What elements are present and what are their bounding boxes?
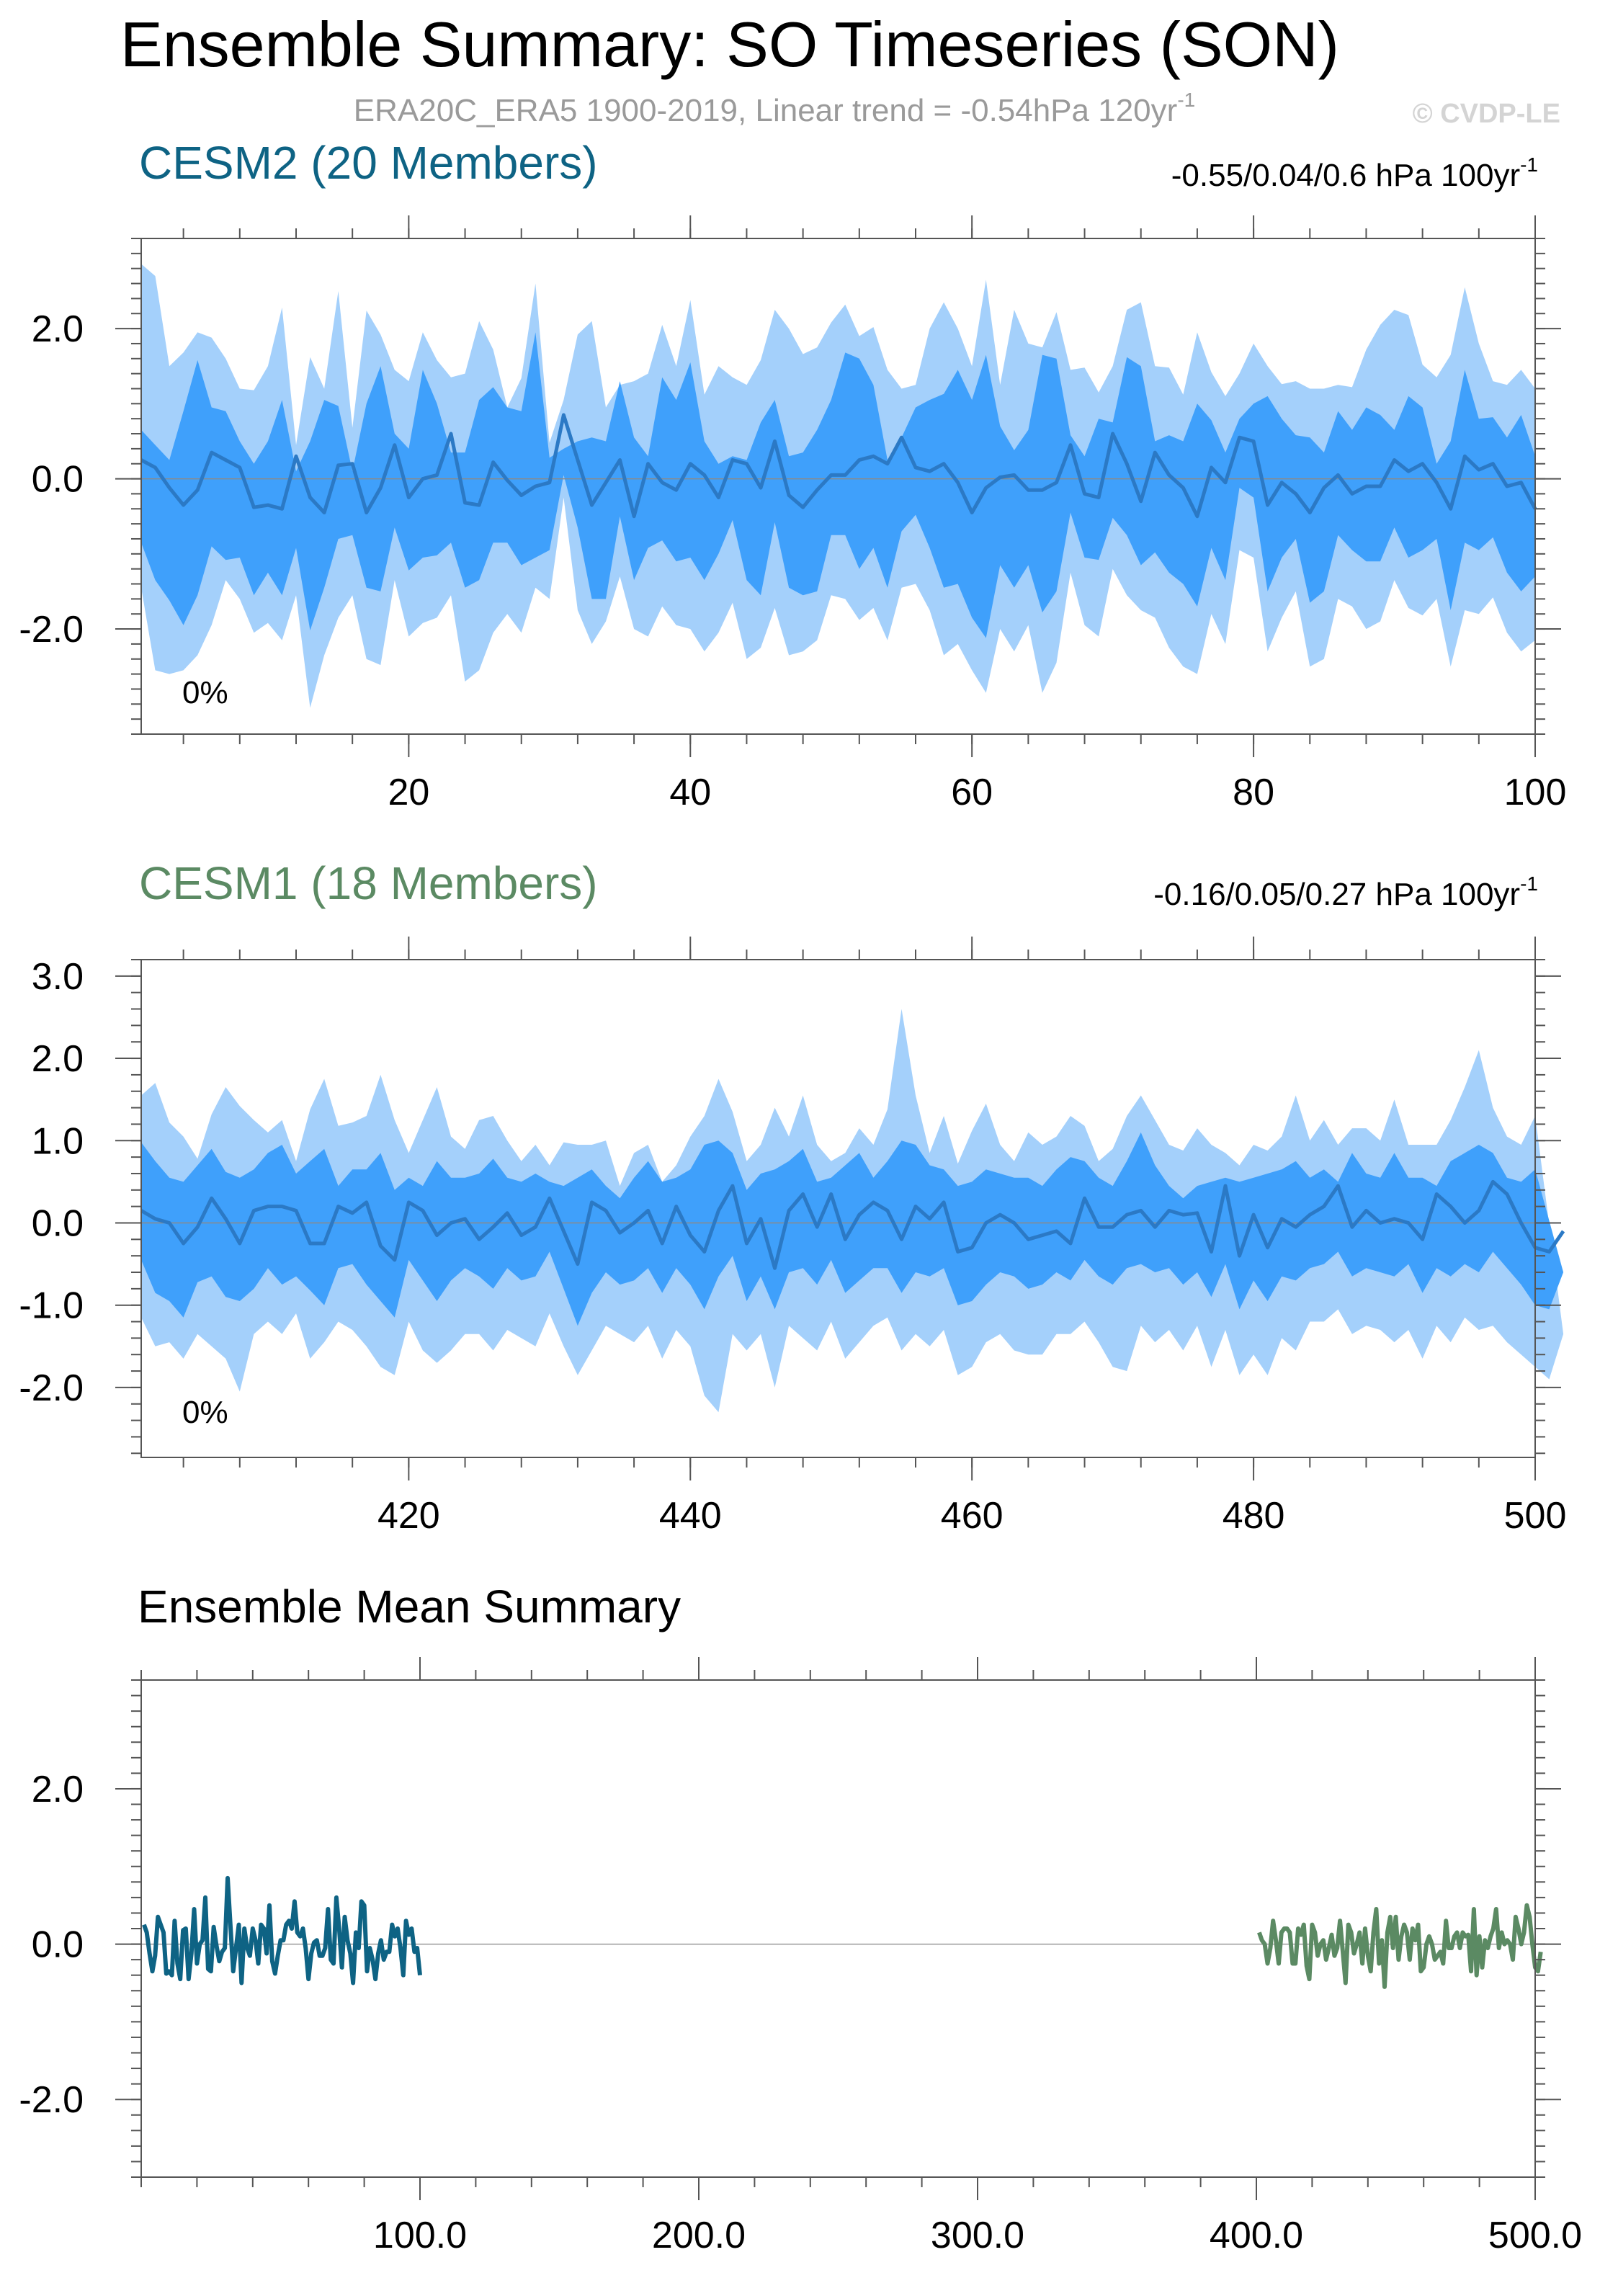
- plot-area-cesm1: 420 440 460 480 500 -2.0 -1.0 0.0 1.0 2.0 3.0: [19, 937, 1566, 1537]
- copyright-text: © CVDP-LE: [1413, 99, 1560, 129]
- y-tick-label: -2.0: [19, 609, 84, 651]
- plot-area-ensemble-mean: 100.0 200.0 300.0 400.0 500.0 -2.0 0.0 2.0: [19, 1657, 1582, 2256]
- plot-frame: [140, 238, 1536, 735]
- x-tick-label: 420: [377, 1495, 440, 1537]
- panel-cesm2-percent: 0%: [182, 675, 228, 710]
- x-tick-label: 20: [388, 772, 429, 813]
- x-tick-label: 100.0: [373, 2215, 467, 2256]
- panel-cesm2-trend-text: -0.55/0.04/0.6 hPa 100yr: [1171, 158, 1520, 193]
- figure-subtitle-text: ERA20C_ERA5 1900-2019, Linear trend = -0…: [354, 93, 1178, 128]
- y-tick-label: 0.0: [32, 1202, 84, 1244]
- panel-cesm1-trend-text: -0.16/0.05/0.27 hPa 100yr: [1153, 877, 1520, 912]
- plot-area-cesm2: 20 40 60 80 100 -2.0 0.0 2.0: [19, 215, 1566, 813]
- panel-ensemble-mean: Ensemble Mean Summary 100.0 200.0 300.0 400…: [19, 1581, 1582, 2256]
- figure-subtitle-superscript: -1: [1177, 89, 1195, 111]
- panel-cesm2-title: CESM2 (20 Members): [139, 137, 598, 189]
- figure-title: Ensemble Summary: SO Timeseries (SON): [120, 9, 1339, 80]
- figure-subtitle: ERA20C_ERA5 1900-2019, Linear trend = -0…: [354, 89, 1195, 128]
- panel-ensemble-mean-title: Ensemble Mean Summary: [138, 1581, 681, 1632]
- x-tick-label: 200.0: [652, 2215, 746, 2256]
- x-tick-label: 440: [659, 1495, 722, 1537]
- ensemble-mean-line: [140, 1179, 1565, 1270]
- y-tick-label: 1.0: [32, 1120, 84, 1162]
- y-tick-label: 0.0: [32, 1924, 84, 1966]
- y-tick-label: -2.0: [19, 1367, 84, 1409]
- panel-cesm2-trend-superscript: -1: [1520, 153, 1538, 176]
- panel-cesm1-percent: 0%: [182, 1395, 228, 1430]
- panel-cesm2: CESM2 (20 Members) -0.55/0.04/0.6 hPa 10…: [19, 137, 1566, 813]
- x-tick-label: 460: [941, 1495, 1004, 1537]
- panel-cesm1: CESM1 (18 Members) -0.16/0.05/0.27 hPa 1…: [19, 857, 1566, 1537]
- x-tick-label: 500: [1504, 1495, 1567, 1537]
- y-tick-label: 0.0: [32, 459, 84, 501]
- x-tick-label: 400.0: [1210, 2215, 1303, 2256]
- x-tick-label: 100: [1504, 772, 1567, 813]
- panel-cesm1-trend: -0.16/0.05/0.27 hPa 100yr-1: [1153, 872, 1538, 912]
- y-tick-label: 3.0: [32, 956, 84, 998]
- x-tick-label: 40: [669, 772, 711, 813]
- x-tick-label: 60: [951, 772, 993, 813]
- panel-cesm1-trend-superscript: -1: [1520, 872, 1538, 895]
- cesm1-ensemble-mean-line: [1257, 1903, 1543, 1989]
- x-tick-label: 300.0: [931, 2215, 1024, 2256]
- percentile-10-90-band: [141, 332, 1535, 638]
- panel-cesm1-title: CESM1 (18 Members): [139, 857, 598, 909]
- y-tick-label: 2.0: [32, 1769, 84, 1810]
- x-tick-label: 500.0: [1488, 2215, 1582, 2256]
- panel-cesm2-trend: -0.55/0.04/0.6 hPa 100yr-1: [1171, 153, 1538, 193]
- y-tick-label: 2.0: [32, 1038, 84, 1080]
- x-tick-label: 480: [1223, 1495, 1285, 1537]
- y-tick-label: -1.0: [19, 1285, 84, 1327]
- ensemble-mean-line: [140, 413, 1537, 519]
- y-tick-label: 2.0: [32, 308, 84, 350]
- plot-frame: [140, 959, 1536, 1458]
- cesm2-ensemble-mean-line: [142, 1875, 422, 1985]
- x-tick-label: 80: [1233, 772, 1274, 813]
- y-tick-label: -2.0: [19, 2079, 84, 2121]
